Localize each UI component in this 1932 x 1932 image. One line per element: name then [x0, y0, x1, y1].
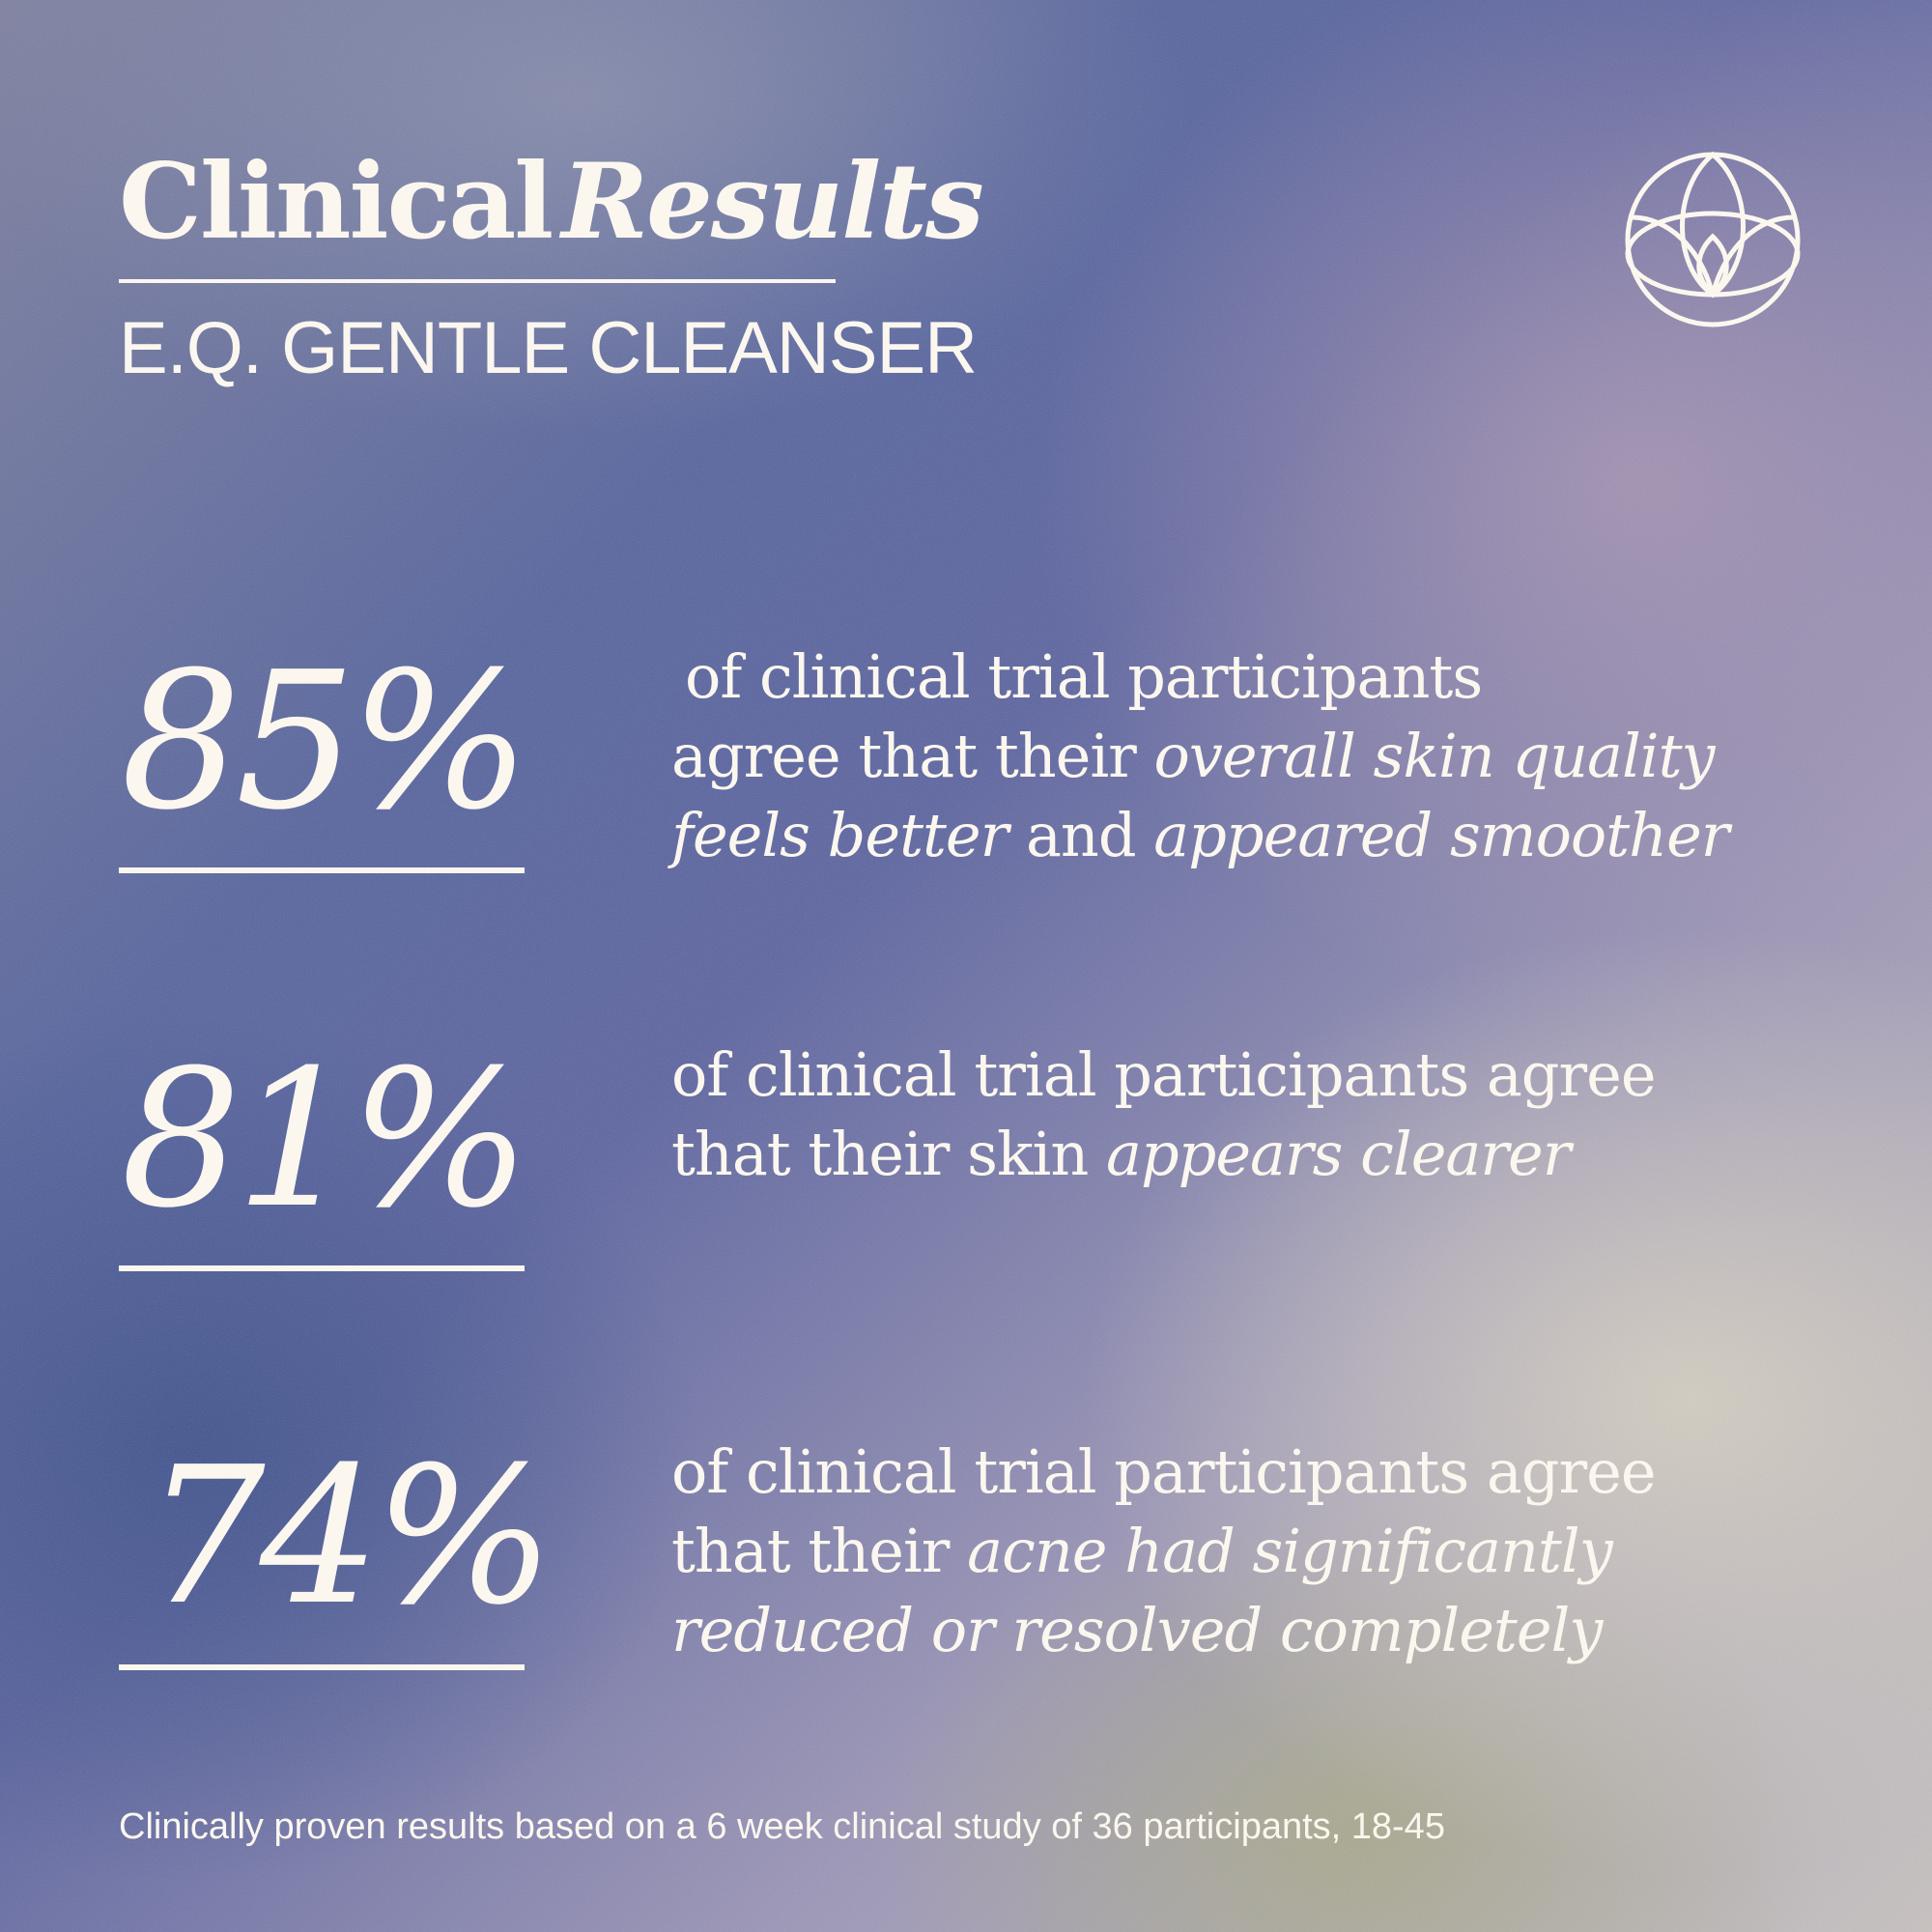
page-title: ClinicalResults [119, 150, 988, 254]
stat-text-emphasis: feels better [671, 800, 1009, 870]
stat-text-line2: that their skin [671, 1119, 1106, 1189]
title-underline [119, 279, 836, 283]
product-name: E.Q. GENTLE CLEANSER [119, 307, 978, 389]
study-footnote: Clinically proven results based on a 6 w… [119, 1806, 1445, 1847]
title-italic: Results [561, 141, 984, 263]
stat-value: 81% [121, 1030, 530, 1250]
stat-underline [119, 867, 525, 873]
stat-text-connector: and [1008, 800, 1154, 870]
stat-underline [119, 1664, 525, 1670]
stat-text-emphasis: appeared smoother [1153, 800, 1729, 870]
stat-value: 74% [145, 1427, 554, 1647]
title-regular: Clinical [119, 141, 554, 263]
stat-description: of clinical trial participants agree tha… [671, 1036, 1773, 1194]
stat-underline [119, 1265, 525, 1271]
stat-value: 85% [121, 632, 530, 852]
stat-text-emphasis: overall skin quality [1153, 721, 1716, 791]
stat-text-line2: that their [671, 1516, 968, 1586]
stat-description: of clinical trial participants agree tha… [671, 1433, 1773, 1670]
stat-text-line2: agree that their [671, 721, 1154, 791]
stat-text-line1: of clinical trial participants [685, 641, 1483, 712]
header: ClinicalResults E.Q. GENTLE CLEANSER [119, 150, 988, 385]
stat-description: of clinical trial participants agree tha… [671, 638, 1773, 875]
stat-text-line1: of clinical trial participants agree [671, 1039, 1657, 1110]
stat-text-emphasis: acne had significantly [967, 1516, 1613, 1586]
stat-text-line1: of clinical trial participants agree [671, 1436, 1657, 1507]
lotus-globe-icon [1625, 151, 1801, 327]
stat-text-emphasis: reduced or resolved completely [671, 1595, 1603, 1665]
stat-text-emphasis: appears clearer [1106, 1119, 1571, 1189]
